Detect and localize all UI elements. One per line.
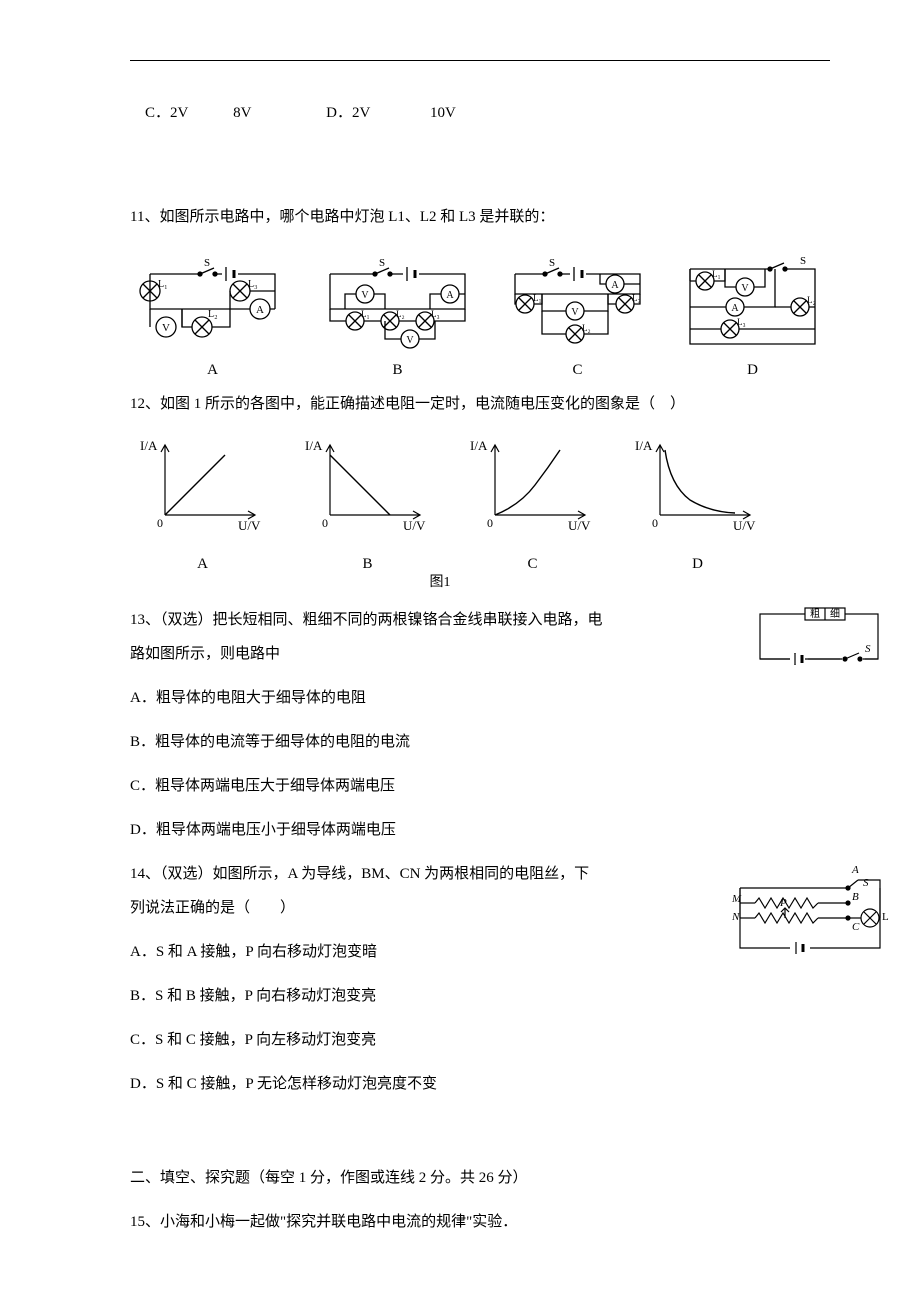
svg-text:L₁: L₁: [533, 293, 542, 303]
svg-text:0: 0: [157, 516, 163, 530]
svg-text:L₂: L₂: [396, 309, 405, 319]
q12-label-a: A: [130, 552, 275, 576]
svg-text:L₁: L₁: [158, 279, 168, 290]
svg-text:S: S: [549, 257, 555, 269]
graph-b-svg: I/A 0 U/V: [295, 430, 440, 540]
q11-circuit-c: A V L₁ L₂ L₃ S C: [500, 249, 655, 382]
svg-text:S: S: [204, 257, 210, 269]
svg-text:A: A: [256, 304, 264, 316]
q14-opt-d: D．S 和 C 接触，P 无论怎样移动灯泡亮度不变: [130, 1072, 850, 1096]
svg-text:V: V: [571, 307, 579, 318]
q13-opt-a: A．粗导体的电阻大于细导体的电阻: [130, 686, 850, 710]
svg-text:V: V: [406, 335, 414, 346]
circuit-c-svg: A V L₁ L₂ L₃ S: [500, 249, 655, 354]
svg-text:A: A: [446, 290, 454, 301]
svg-text:L₂: L₂: [208, 309, 218, 320]
q12-graph-b: I/A 0 U/V B: [295, 430, 440, 576]
q13-stem-2: 路如图所示，则电路中: [130, 642, 850, 666]
q13-stem-1: 13、（双选）把长短相同、粗细不同的两根镍铬合金线串联接入电路，电: [130, 608, 850, 632]
svg-text:A: A: [611, 280, 619, 291]
svg-text:0: 0: [487, 516, 493, 530]
section2-heading: 二、填空、探究题（每空 1 分，作图或连线 2 分。共 26 分）: [130, 1166, 850, 1190]
graph-a-svg: I/A 0 U/V: [130, 430, 275, 540]
svg-text:0: 0: [322, 516, 328, 530]
svg-text:0: 0: [652, 516, 658, 530]
svg-text:A: A: [851, 864, 859, 876]
q11-stem: 11、如图所示电路中，哪个电路中灯泡 L1、L2 和 L3 是并联的：: [130, 205, 850, 229]
svg-text:S: S: [379, 257, 385, 269]
svg-text:V: V: [741, 283, 749, 294]
circuit-a-svg: V A L₁ L₂ L₃ S: [130, 249, 295, 354]
svg-text:L₂: L₂: [582, 323, 591, 333]
svg-text:L₁: L₁: [361, 309, 370, 319]
top-rule: [130, 60, 830, 61]
svg-text:L₁: L₁: [712, 269, 721, 279]
svg-text:粗: 粗: [810, 608, 820, 620]
svg-text:B: B: [852, 891, 859, 903]
svg-text:细: 细: [830, 607, 840, 620]
svg-text:L₃: L₃: [737, 317, 746, 327]
svg-text:I/A: I/A: [470, 438, 488, 453]
graph-d-svg: I/A 0 U/V: [625, 430, 770, 540]
q13-opt-b: B．粗导体的电流等于细导体的电阻的电流: [130, 730, 850, 754]
q12-graph-a: I/A 0 U/V A: [130, 430, 275, 576]
q13-opt-c: C．粗导体两端电压大于细导体两端电压: [130, 774, 850, 798]
q12-graph-c: I/A 0 U/V C: [460, 430, 605, 576]
q12-graph-d: I/A 0 U/V D: [625, 430, 770, 576]
q11-label-c: C: [500, 358, 655, 382]
svg-text:S: S: [863, 877, 869, 889]
svg-text:L₃: L₃: [248, 279, 258, 290]
circuit-d-svg: V A L₁ L₂ L₃ S: [675, 249, 830, 354]
q12-label-c: C: [460, 552, 605, 576]
q14-opt-c: C．S 和 C 接触，P 向左移动灯泡变亮: [130, 1028, 850, 1052]
q11-circuit-a: V A L₁ L₂ L₃ S A: [130, 249, 295, 382]
svg-text:C: C: [852, 921, 860, 933]
q12-graphs-row: I/A 0 U/V A I/A 0 U/V B: [130, 430, 850, 576]
q14-fig-svg: A S B C M N P L: [730, 858, 890, 963]
q10-options-cd: C．2V 8V D．2V 10V: [130, 101, 850, 125]
svg-text:L₃: L₃: [431, 309, 440, 319]
svg-text:S: S: [800, 255, 806, 267]
svg-text:N: N: [731, 911, 740, 923]
svg-text:S: S: [865, 643, 871, 655]
q11-label-d: D: [675, 358, 830, 382]
circuit-b-svg: V V A L₁ L₂ L₃ S: [315, 249, 480, 354]
graph-c-svg: I/A 0 U/V: [460, 430, 605, 540]
q12-stem: 12、如图 1 所示的各图中，能正确描述电阻一定时，电流随电压变化的图象是（ ）: [130, 392, 850, 416]
svg-text:A: A: [731, 303, 739, 314]
svg-text:U/V: U/V: [733, 518, 756, 533]
q11-circuit-d: V A L₁ L₂ L₃ S D: [675, 249, 830, 382]
q11-label-b: B: [315, 358, 480, 382]
q15-stem: 15、小海和小梅一起做"探究并联电路中电流的规律"实验．: [130, 1210, 850, 1234]
svg-text:V: V: [361, 290, 369, 301]
svg-text:P: P: [779, 897, 787, 909]
q11-circuit-b: V V A L₁ L₂ L₃ S B: [315, 249, 480, 382]
q13-opt-d: D．粗导体两端电压小于细导体两端电压: [130, 818, 850, 842]
q11-circuits-row: V A L₁ L₂ L₃ S A: [130, 249, 850, 382]
svg-text:M: M: [731, 893, 742, 905]
svg-text:U/V: U/V: [568, 518, 591, 533]
svg-text:I/A: I/A: [635, 438, 653, 453]
q14-opt-b: B．S 和 B 接触，P 向右移动灯泡变亮: [130, 984, 850, 1008]
svg-text:U/V: U/V: [403, 518, 426, 533]
svg-text:L: L: [882, 911, 889, 923]
svg-text:L₂: L₂: [807, 295, 816, 305]
svg-text:V: V: [162, 322, 170, 334]
svg-text:U/V: U/V: [238, 518, 261, 533]
q13-fig-svg: 粗 细 S: [750, 604, 890, 674]
svg-text:I/A: I/A: [305, 438, 323, 453]
svg-text:L₃: L₃: [632, 293, 641, 303]
q11-label-a: A: [130, 358, 295, 382]
svg-text:I/A: I/A: [140, 438, 158, 453]
q12-label-d: D: [625, 552, 770, 576]
q12-label-b: B: [295, 552, 440, 576]
